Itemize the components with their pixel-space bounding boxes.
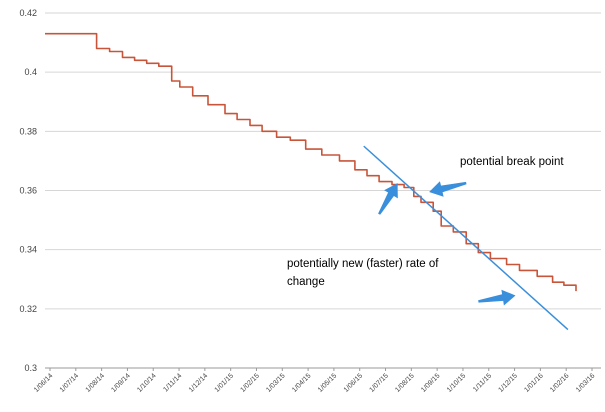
y-tick-label: 0.4 — [24, 67, 37, 77]
annotation-new-rate-line2: change — [287, 276, 325, 288]
data-series-line — [45, 32, 577, 292]
annotation-arrow-2 — [378, 183, 398, 215]
y-axis-ticks: 0.3 0.32 0.34 0.36 0.38 0.4 0.42 — [19, 8, 37, 373]
overlays — [363, 145, 569, 331]
grid — [45, 12, 601, 371]
series — [45, 32, 577, 292]
y-tick-label: 0.42 — [19, 8, 37, 18]
annotation-break-point: potential break point — [460, 156, 564, 168]
y-tick-label: 0.32 — [19, 304, 37, 314]
annotation-arrow-1 — [429, 181, 467, 197]
annotation-arrow-3 — [478, 289, 516, 306]
annotation-new-rate-line1: potentially new (faster) rate of — [287, 258, 439, 270]
y-tick-label: 0.3 — [24, 363, 37, 373]
y-tick-label: 0.34 — [19, 245, 37, 255]
trend-line — [363, 145, 569, 331]
y-tick-label: 0.36 — [19, 186, 37, 196]
y-tick-label: 0.38 — [19, 126, 37, 136]
